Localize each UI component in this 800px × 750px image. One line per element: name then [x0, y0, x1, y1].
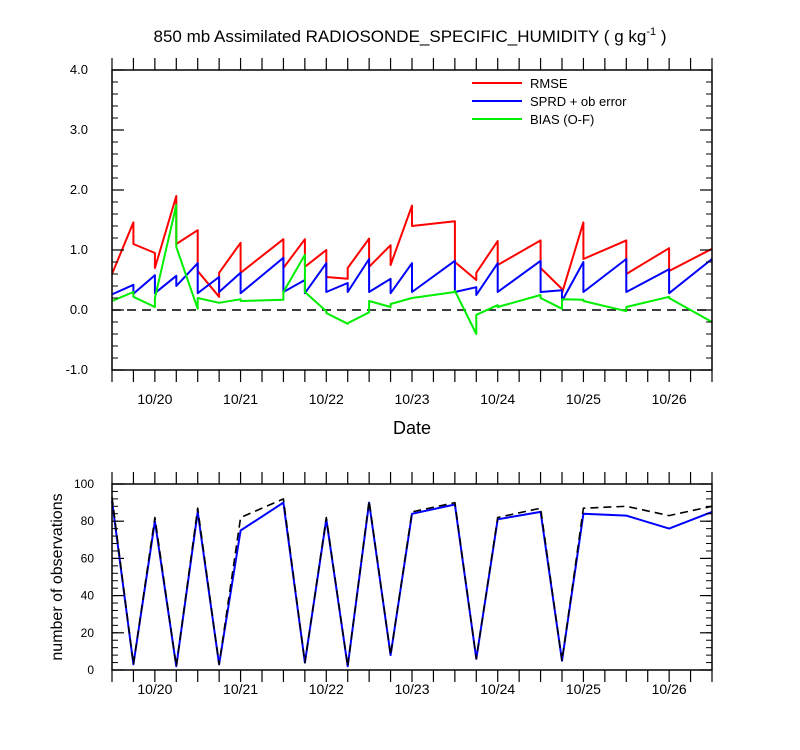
y-tick-label: 2.0 — [70, 182, 88, 197]
x-tick-label: 10/24 — [480, 391, 515, 407]
x-tick-label: 10/20 — [137, 681, 172, 697]
bottom-chart: 100 80 60 40 20 0 10/20 10/21 10/22 10/23 10/24 10/… — [49, 472, 713, 697]
y-tick-label: 60 — [81, 551, 95, 565]
y-tick-label: 80 — [81, 514, 95, 528]
plot-frame — [111, 483, 713, 671]
x-tick-label: 10/22 — [309, 391, 344, 407]
bottom-axes-group: 100 80 60 40 20 0 10/20 10/21 10/22 10/23 10/24 10/… — [74, 472, 713, 697]
chart-title-superscript: -1 — [646, 26, 656, 38]
chart-title-main: 850 mb Assimilated RADIOSONDE_SPECIFIC_H… — [154, 27, 647, 46]
series-line-possible — [111, 496, 713, 668]
y-axis-label-observations: number of observations — [49, 493, 66, 660]
x-tick-label: 10/26 — [652, 681, 687, 697]
y-tick-label: 20 — [81, 626, 95, 640]
x-tick-label: 10/21 — [223, 681, 258, 697]
y-tick-label: 100 — [74, 477, 94, 491]
top-axes-group: 4.0 3.0 2.0 1.0 0.0 -1.0 10/20 10/21 10/22 10/23 1… — [66, 58, 713, 407]
legend-label: SPRD + ob error — [530, 94, 627, 109]
series-line-assimilated — [111, 500, 713, 668]
x-tick-label: 10/23 — [394, 391, 429, 407]
y-tick-label: 3.0 — [70, 122, 88, 137]
top-chart: 850 mb Assimilated RADIOSONDE_SPECIFIC_H… — [66, 26, 713, 438]
y-tick-label: 0.0 — [70, 302, 88, 317]
y-tick-label: 0 — [87, 663, 94, 677]
bottom-series-group — [111, 496, 713, 668]
x-tick-label: 10/24 — [480, 681, 515, 697]
y-tick-label: -1.0 — [66, 362, 88, 377]
series-line-bias-o-f — [111, 204, 713, 335]
x-tick-label: 10/25 — [566, 391, 601, 407]
x-tick-label: 10/22 — [309, 681, 344, 697]
legend-label: BIAS (O-F) — [530, 112, 594, 127]
x-axis-label: Date — [393, 418, 431, 438]
y-tick-label: 1.0 — [70, 242, 88, 257]
x-tick-label: 10/23 — [394, 681, 429, 697]
y-tick-label: 40 — [81, 589, 95, 603]
x-tick-label: 10/26 — [652, 391, 687, 407]
x-tick-label: 10/21 — [223, 391, 258, 407]
chart-title-end: ) — [656, 27, 666, 46]
y-tick-label: 4.0 — [70, 62, 88, 77]
legend-label: RMSE — [530, 76, 568, 91]
x-tick-label: 10/20 — [137, 391, 172, 407]
x-tick-label: 10/25 — [566, 681, 601, 697]
series-line-sprd-ob-error — [111, 256, 713, 302]
top-series-group — [111, 195, 713, 335]
legend: RMSE SPRD + ob error BIAS (O-F) — [472, 76, 627, 127]
chart-title: 850 mb Assimilated RADIOSONDE_SPECIFIC_H… — [154, 26, 667, 46]
